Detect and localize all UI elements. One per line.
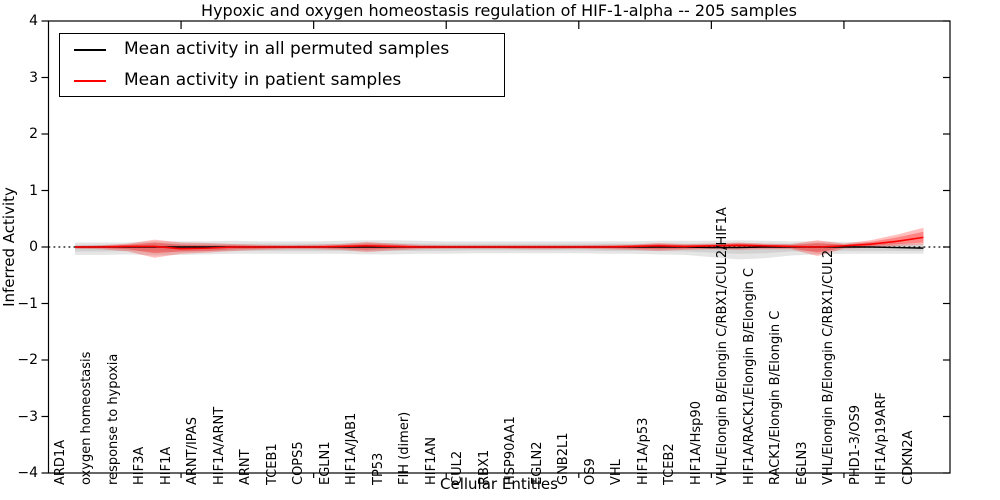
- y-tick-label: 3: [29, 69, 38, 86]
- y-tick-label: −4: [17, 465, 38, 481]
- y-tick-label: 0: [29, 239, 38, 255]
- x-tick-label: HIF1A/RACK1/Elongin B/Elongin C: [741, 268, 757, 485]
- y-axis-label: Inferred Activity: [0, 187, 18, 307]
- x-tick-label: HIF1A/ARNT: [211, 406, 227, 485]
- x-tick-label: HIF1A/Hsp90: [688, 401, 704, 485]
- x-tick-label: VHL/Elongin B/Elongin C/RBX1/CUL2: [821, 249, 837, 485]
- y-tick-label: 1: [29, 182, 38, 199]
- x-tick-label: PHD1-3/OS9: [847, 405, 863, 485]
- legend-label: Mean activity in all permuted samples: [124, 39, 450, 59]
- x-tick-label: oxygen homeostasis: [79, 351, 95, 485]
- y-tick-label: 2: [29, 126, 38, 142]
- legend-label: Mean activity in patient samples: [124, 70, 402, 90]
- x-tick-label: RACK1/Elongin B/Elongin C: [768, 310, 784, 485]
- y-tick-label: −2: [17, 352, 38, 368]
- x-axis-label: Cellular Entities: [440, 475, 558, 493]
- legend: Mean activity in all permuted samples Me…: [59, 33, 505, 97]
- x-tick-label: VHL/Elongin B/Elongin C/RBX1/CUL2/HIF1A: [715, 207, 731, 485]
- legend-entry-patient: Mean activity in patient samples: [60, 65, 504, 96]
- legend-line-sample-black: [74, 49, 106, 51]
- legend-line-sample-red: [74, 80, 106, 82]
- legend-entry-permuted: Mean activity in all permuted samples: [60, 34, 504, 65]
- x-tick-label: HIF1A/p19ARF: [874, 392, 890, 485]
- y-tick-label: 4: [29, 13, 38, 29]
- permuted-band-outer: [75, 240, 924, 260]
- y-tick-label: −1: [17, 295, 38, 312]
- patient-band-outer: [75, 227, 924, 258]
- chart-title: Hypoxic and oxygen homeostasis regulatio…: [201, 1, 797, 20]
- x-tick-label: FIH (dimer): [397, 411, 413, 485]
- patient-mean-line: [75, 236, 924, 250]
- x-tick-label: response to hypoxia: [105, 353, 121, 485]
- y-tick-label: −3: [17, 408, 38, 425]
